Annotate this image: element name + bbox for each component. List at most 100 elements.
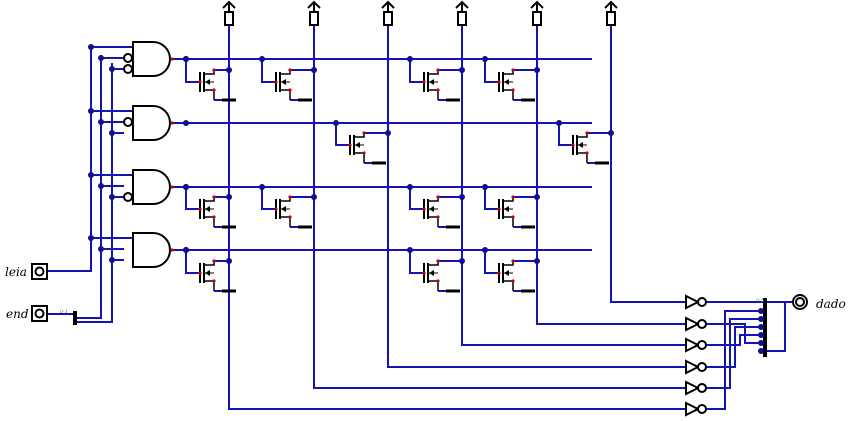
- pin-dot: [571, 143, 575, 147]
- inverter-bubble: [123, 192, 133, 202]
- vcc-arrow-icon: [222, 0, 236, 9]
- dado-label: dado: [816, 297, 846, 311]
- gate-wire: [484, 250, 499, 274]
- junction-node: [98, 183, 104, 189]
- pin-dot: [436, 215, 440, 219]
- pin-dot: [585, 131, 589, 135]
- pull-up-resistor: [224, 11, 234, 26]
- pin-dot: [511, 88, 515, 92]
- bit-line-3: [387, 24, 686, 368]
- pin-dot: [288, 68, 292, 72]
- transistor-drain: [428, 261, 439, 266]
- junction-node: [311, 67, 317, 73]
- pin-dot: [585, 151, 589, 155]
- merger-bit-label: 0-5: [756, 298, 764, 304]
- junction-node: [482, 247, 488, 253]
- pull-up-resistor: [532, 11, 542, 26]
- inverter-bubble: [123, 117, 133, 127]
- pin-dot: [362, 151, 366, 155]
- transistor-drain: [503, 197, 514, 202]
- gate-wire: [185, 250, 200, 274]
- junction-node: [88, 235, 94, 241]
- pin-dot: [511, 259, 515, 263]
- pull-up-resistor: [457, 11, 467, 26]
- junction-node: [534, 67, 540, 73]
- pin-dot: [212, 279, 216, 283]
- junction-node: [407, 184, 413, 190]
- pin-dot: [436, 259, 440, 263]
- junction-node: [758, 316, 764, 322]
- pin-dot: [212, 88, 216, 92]
- pin-dot: [198, 207, 202, 211]
- gate-wire: [409, 250, 424, 274]
- vcc-arrow-icon: [604, 0, 618, 9]
- pin-dot: [170, 121, 174, 125]
- transistor-drain: [503, 70, 514, 75]
- output-buffer: [685, 359, 701, 375]
- output-buffer: [685, 294, 701, 310]
- pin-dot: [288, 88, 292, 92]
- output-buffer-bubble: [697, 340, 707, 350]
- transistor-drain: [204, 70, 215, 75]
- junction-node: [259, 184, 265, 190]
- transistor-source: [428, 280, 439, 291]
- gate-wire: [185, 59, 200, 83]
- junction-node: [758, 308, 764, 314]
- pin-dot: [497, 207, 501, 211]
- pin-dot: [212, 195, 216, 199]
- pin-dot: [212, 259, 216, 263]
- junction-node: [758, 348, 764, 354]
- junction-node: [109, 194, 115, 200]
- leia-input-pin-ring: [34, 266, 45, 277]
- transistor-drain: [428, 197, 439, 202]
- output-buffer-bubble: [697, 362, 707, 372]
- transistor-source: [428, 89, 439, 100]
- merger-input: [706, 326, 765, 368]
- junction-node: [534, 194, 540, 200]
- output-buffer-bubble: [697, 404, 707, 414]
- transistor-source: [204, 280, 215, 291]
- pin-dot: [198, 271, 202, 275]
- bit-line-5: [536, 24, 686, 325]
- junction-node: [183, 56, 189, 62]
- and-gate: [132, 105, 171, 141]
- merger-input: [706, 318, 765, 389]
- transistor-drain: [354, 133, 365, 138]
- transistor-drain: [204, 261, 215, 266]
- vcc-arrow-icon: [307, 0, 321, 9]
- pin-dot: [274, 207, 278, 211]
- leia-label: leia: [5, 265, 27, 279]
- splitter-bit1: [75, 315, 113, 323]
- pin-dot: [198, 80, 202, 84]
- transistor-drain: [280, 197, 291, 202]
- and-gate: [132, 41, 171, 77]
- and-gate: [132, 169, 171, 205]
- transistor-source: [204, 89, 215, 100]
- junction-node: [407, 56, 413, 62]
- junction-node: [109, 130, 115, 136]
- transistor-source: [280, 216, 291, 227]
- merger-input: [706, 310, 765, 410]
- pin-dot: [288, 215, 292, 219]
- transistor-source: [354, 152, 365, 163]
- output-buffer: [685, 337, 701, 353]
- pull-up-resistor: [606, 11, 616, 26]
- transistor-drain: [577, 133, 588, 138]
- junction-node: [226, 194, 232, 200]
- vcc-arrow-icon: [530, 0, 544, 9]
- components-layer: [31, 0, 808, 417]
- pin-dot: [170, 185, 174, 189]
- bit-line-2: [313, 24, 686, 389]
- gate-wire: [484, 59, 499, 83]
- junction-node: [459, 194, 465, 200]
- pin-dot: [362, 131, 366, 135]
- end-input-pin-ring: [34, 308, 45, 319]
- output-buffer: [685, 316, 701, 332]
- junction-node: [183, 247, 189, 253]
- junction-node: [556, 120, 562, 126]
- pull-up-resistor: [309, 11, 319, 26]
- pin-dot: [422, 271, 426, 275]
- gate-wire: [409, 59, 424, 83]
- pin-dot: [422, 80, 426, 84]
- dado-output-ring: [795, 297, 805, 307]
